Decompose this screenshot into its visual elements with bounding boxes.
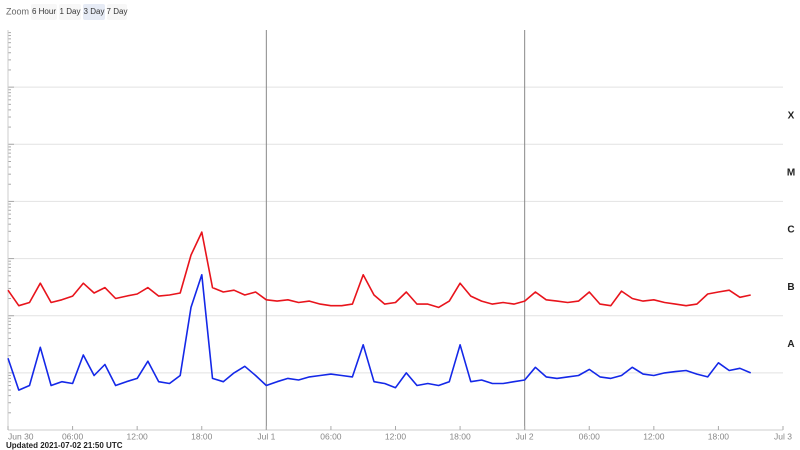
zoom-button-label[interactable]: 7 Day [107, 7, 128, 16]
class-label: X [788, 110, 795, 121]
zoom-button-label[interactable]: 1 Day [60, 7, 81, 16]
series-line [7, 274, 752, 391]
x-tick-label: 18:00 [191, 431, 213, 441]
zoom-button[interactable] [107, 4, 127, 20]
class-label: B [787, 282, 794, 293]
zoom-button-label[interactable]: 6 Hour [32, 7, 56, 16]
zoom-button[interactable] [31, 4, 57, 20]
x-tick-label: 06:00 [62, 431, 84, 441]
x-tick-label: 18:00 [449, 431, 471, 441]
x-tick-label: Jul 1 [257, 431, 275, 441]
x-tick-label: Jul 3 [774, 431, 792, 441]
zoom-button[interactable] [59, 4, 81, 20]
x-tick-label: Jul 2 [516, 431, 534, 441]
class-label: C [787, 225, 794, 236]
x-tick-label: 06:00 [579, 431, 601, 441]
x-tick-label: Jun 30 [8, 431, 34, 441]
x-tick-label: 18:00 [708, 431, 730, 441]
x-tick-label: 12:00 [127, 431, 149, 441]
updated-text: Updated 2021-07-02 21:50 UTC [6, 441, 123, 450]
zoom-button-label[interactable]: 3 Day [84, 7, 105, 16]
class-label: M [787, 167, 795, 178]
zoom-label: Zoom [6, 6, 29, 16]
x-tick-label: 12:00 [643, 431, 665, 441]
x-tick-label: 06:00 [320, 431, 342, 441]
x-tick-label: 12:00 [385, 431, 407, 441]
series-line [7, 231, 751, 309]
class-label: A [787, 339, 794, 350]
zoom-button[interactable] [83, 4, 105, 20]
